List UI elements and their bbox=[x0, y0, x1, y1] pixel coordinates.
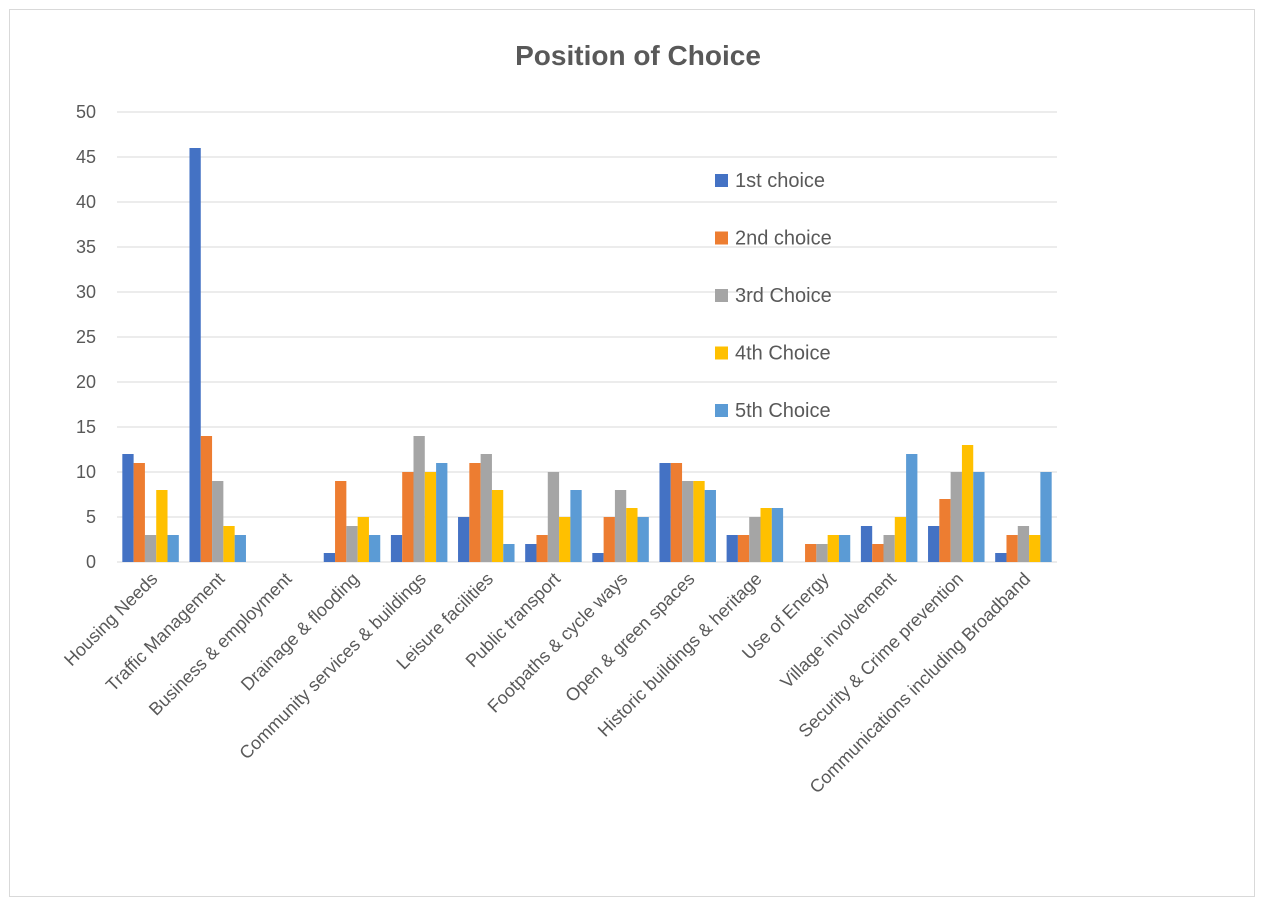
bar-4-5 bbox=[424, 472, 437, 562]
legend-swatch-5 bbox=[715, 404, 728, 417]
y-tick-label: 5 bbox=[86, 507, 96, 527]
bar-3-9 bbox=[682, 481, 694, 562]
y-tick-label: 10 bbox=[76, 462, 96, 482]
y-tick-label: 20 bbox=[76, 372, 96, 392]
x-category-label: Traffic Management bbox=[102, 569, 229, 696]
gridlines bbox=[117, 111, 1057, 563]
bar-5-11 bbox=[838, 535, 851, 562]
bar-4-12 bbox=[894, 517, 907, 562]
bar-3-8 bbox=[614, 490, 627, 562]
chart-svg: Position of Choice 05101520253035404550 … bbox=[60, 40, 1057, 798]
bar-2-1 bbox=[133, 463, 145, 562]
x-category-label: Drainage & flooding bbox=[237, 569, 363, 695]
bar-2-13 bbox=[939, 499, 951, 562]
bar-3-7 bbox=[547, 472, 560, 562]
bar-1-8 bbox=[592, 553, 604, 562]
bar-2-7 bbox=[536, 535, 548, 562]
bar-1-9 bbox=[659, 463, 671, 562]
bar-4-8 bbox=[626, 508, 638, 562]
bar-2-12 bbox=[872, 544, 884, 562]
bar-4-14 bbox=[1029, 535, 1041, 562]
bar-5-9 bbox=[704, 490, 716, 562]
bar-4-9 bbox=[693, 481, 705, 562]
bar-1-1 bbox=[122, 454, 134, 562]
bar-4-4 bbox=[357, 517, 369, 562]
x-category-label: Village involvement bbox=[776, 569, 900, 693]
bar-5-2 bbox=[234, 535, 246, 562]
bar-3-11 bbox=[816, 544, 828, 562]
bar-5-5 bbox=[436, 463, 448, 562]
bar-1-12 bbox=[860, 526, 873, 562]
bar-5-4 bbox=[368, 535, 381, 562]
bar-2-5 bbox=[402, 472, 414, 562]
bar-5-6 bbox=[503, 544, 515, 562]
chart-frame: Position of Choice 0 5 10 15 20 25 30 35 40 45 50 … bbox=[9, 9, 1255, 897]
bar-5-1 bbox=[167, 535, 179, 562]
bar-3-5 bbox=[413, 436, 425, 562]
bar-4-11 bbox=[827, 535, 839, 562]
bar-1-13 bbox=[928, 526, 940, 562]
bar-4-7 bbox=[559, 517, 571, 562]
legend-label-5: 5th Choice bbox=[735, 400, 831, 422]
bar-3-4 bbox=[346, 526, 358, 562]
bar-4-1 bbox=[156, 490, 168, 562]
bar-2-10 bbox=[737, 535, 750, 562]
bar-5-13 bbox=[973, 472, 985, 562]
bars bbox=[122, 148, 1052, 562]
legend-label-3: 3rd Choice bbox=[735, 285, 832, 307]
bar-1-4 bbox=[323, 553, 336, 562]
bar-1-14 bbox=[995, 553, 1007, 562]
bar-1-2 bbox=[189, 148, 201, 562]
bar-3-13 bbox=[950, 472, 962, 562]
legend-label-1: 1st choice bbox=[735, 170, 825, 192]
y-tick-label: 50 bbox=[76, 102, 96, 122]
legend-swatch-2 bbox=[715, 231, 728, 245]
legend-label-4: 4th Choice bbox=[735, 343, 831, 365]
bar-5-10 bbox=[771, 508, 784, 562]
bar-4-6 bbox=[491, 490, 504, 562]
bar-2-11 bbox=[805, 544, 817, 562]
legend: 1st choice 2nd choice 3rd Choice 4th Choice… bbox=[715, 170, 832, 422]
bar-3-6 bbox=[480, 454, 492, 562]
bar-4-10 bbox=[760, 508, 772, 562]
y-tick-label: 40 bbox=[76, 192, 96, 212]
bar-5-7 bbox=[570, 490, 582, 562]
chart-title: Position of Choice bbox=[515, 40, 761, 71]
legend-swatch-1 bbox=[715, 174, 728, 187]
bar-2-4 bbox=[335, 481, 347, 562]
y-tick-label: 15 bbox=[76, 417, 96, 437]
bar-3-14 bbox=[1017, 526, 1030, 562]
y-tick-label: 35 bbox=[76, 237, 96, 257]
bar-5-14 bbox=[1040, 472, 1052, 562]
y-tick-label: 30 bbox=[76, 282, 96, 302]
bar-3-2 bbox=[212, 481, 224, 562]
bar-5-8 bbox=[637, 517, 649, 562]
bar-4-2 bbox=[223, 526, 235, 562]
bar-3-12 bbox=[883, 535, 895, 562]
y-tick-label: 25 bbox=[76, 327, 96, 347]
bar-1-7 bbox=[525, 544, 537, 562]
y-axis-ticks: 0 5 10 15 20 25 30 35 40 45 50 bbox=[76, 102, 96, 572]
bar-3-1 bbox=[144, 535, 157, 562]
legend-swatch-3 bbox=[715, 289, 728, 302]
bar-4-13 bbox=[961, 445, 974, 562]
bar-1-10 bbox=[726, 535, 738, 562]
bar-1-6 bbox=[458, 517, 470, 562]
bar-1-5 bbox=[390, 535, 403, 562]
bar-2-14 bbox=[1006, 535, 1018, 562]
y-tick-label: 0 bbox=[86, 552, 96, 572]
legend-label-2: 2nd choice bbox=[735, 228, 832, 250]
bar-2-2 bbox=[200, 436, 213, 562]
legend-swatch-4 bbox=[715, 346, 728, 360]
bar-3-10 bbox=[749, 517, 761, 562]
y-tick-label: 45 bbox=[76, 147, 96, 167]
bar-2-8 bbox=[603, 517, 615, 562]
bar-2-6 bbox=[469, 463, 481, 562]
bar-5-12 bbox=[906, 454, 918, 562]
bar-2-9 bbox=[670, 463, 683, 562]
x-category-label: Open & green spaces bbox=[561, 569, 698, 706]
